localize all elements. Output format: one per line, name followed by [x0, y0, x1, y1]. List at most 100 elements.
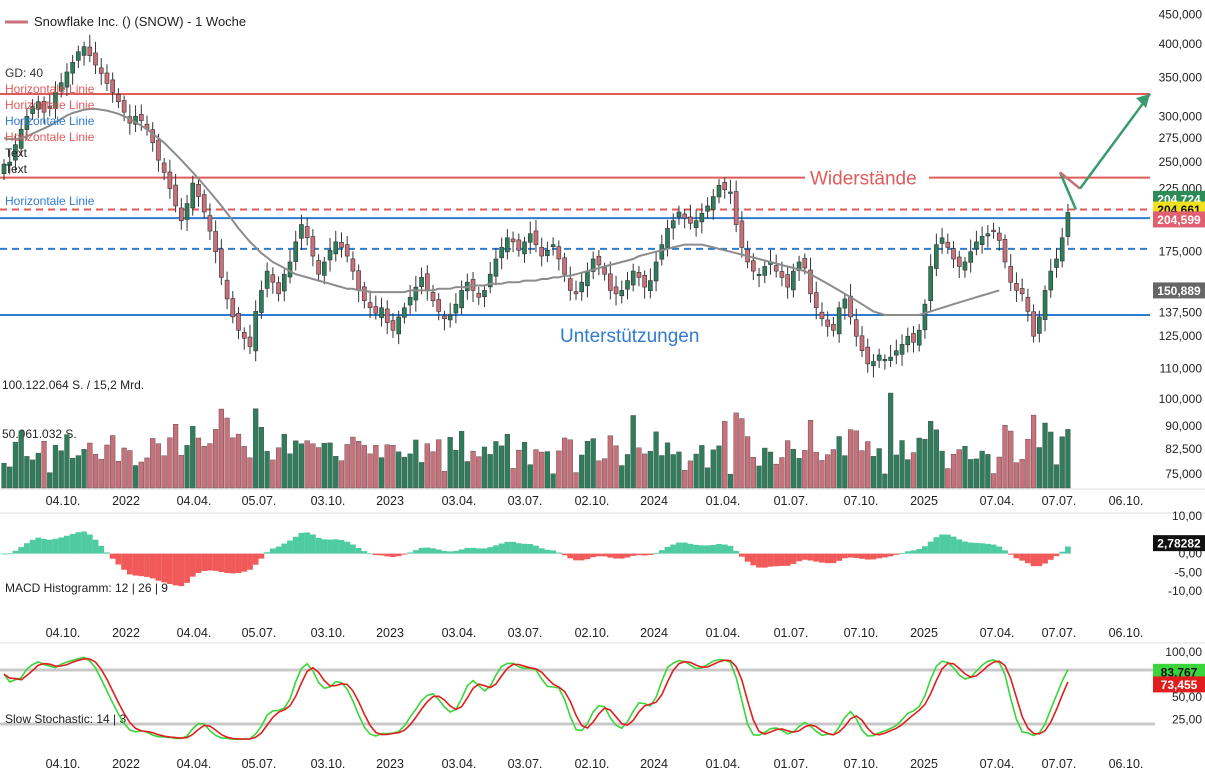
macd-bar: [647, 553, 654, 555]
x-axis-label: 2023: [376, 494, 404, 508]
volume-bar: [459, 431, 465, 489]
volume-bar: [767, 451, 774, 489]
macd-bar: [229, 553, 236, 574]
macd-bar: [744, 553, 751, 562]
support-annotation: Unterstützungen: [560, 326, 699, 347]
volume-bar: [779, 457, 785, 489]
volume-bar: [659, 455, 665, 489]
volume-bar: [190, 426, 196, 489]
macd-bar: [1065, 546, 1071, 554]
candle-body: [739, 220, 745, 248]
candle-body: [362, 286, 367, 301]
volume-bar: [859, 450, 865, 489]
x-axis-label: 2025: [910, 494, 938, 508]
x-axis-label: 07.10.: [844, 626, 879, 640]
projection-arrow: [1078, 93, 1152, 190]
volume-bar: [396, 451, 402, 489]
volume-bar: [819, 460, 825, 489]
volume-bar: [664, 442, 671, 489]
candle-body: [259, 290, 264, 313]
macd-bar: [258, 553, 265, 559]
candle-body: [751, 260, 756, 272]
macd-bar: [607, 553, 614, 558]
volume-bar: [384, 444, 390, 489]
volume-bar: [762, 447, 768, 489]
macd-bar: [841, 553, 848, 559]
volume-bar: [687, 460, 694, 489]
candle-body: [270, 274, 276, 283]
x-axis-label: 07.04.: [980, 626, 1015, 640]
x-axis-label: 07.04.: [980, 757, 1015, 771]
candle-body: [224, 279, 230, 300]
macd-bar: [1053, 553, 1060, 557]
candle-body: [173, 184, 178, 207]
macd-bar: [687, 543, 694, 554]
volume-bar: [785, 440, 791, 489]
candle-body: [642, 275, 647, 288]
price-badge: [1153, 211, 1205, 228]
candle-body: [293, 241, 299, 262]
macd-bar: [630, 553, 637, 556]
candle-body: [945, 241, 951, 248]
volume-bar: [1008, 430, 1014, 489]
candle-body: [190, 182, 196, 209]
candle-body: [493, 258, 499, 277]
macd-bar: [876, 553, 883, 559]
x-axis-label: 03.04.: [442, 494, 477, 508]
price-tick-label: 350,000: [1159, 71, 1203, 85]
stoch-slow-badge: [1153, 676, 1205, 693]
macd-bar: [138, 553, 145, 577]
macd-bar: [458, 549, 465, 554]
volume-bar: [956, 449, 962, 489]
macd-bar: [653, 553, 659, 554]
candle-body: [562, 257, 567, 275]
macd-bar: [555, 552, 562, 554]
macd-bar: [121, 553, 128, 570]
x-axis-label: 2024: [640, 626, 668, 640]
candle-body: [138, 114, 144, 121]
macd-bar: [475, 548, 482, 554]
macd-bar: [636, 553, 642, 556]
volume-bar: [613, 445, 619, 489]
candle-body: [585, 270, 590, 287]
volume-bar: [447, 437, 453, 489]
macd-bar: [1007, 553, 1014, 555]
price-tick-label: 250,000: [1159, 155, 1203, 169]
volume-bar: [356, 441, 362, 489]
candle-body: [30, 106, 35, 114]
macd-bar: [979, 543, 986, 554]
volume-bar: [253, 408, 259, 489]
macd-bar: [618, 553, 625, 559]
x-axis-label: 04.04.: [177, 757, 212, 771]
volume-bar: [979, 450, 985, 489]
volume-bar: [430, 451, 436, 489]
volume-bar: [18, 430, 24, 489]
candle-body: [407, 296, 413, 306]
volume-bar: [499, 445, 505, 489]
chart-title: Snowflake Inc. () (SNOW) - 1 Woche: [34, 14, 246, 29]
macd-bar: [315, 537, 322, 554]
volume-bar: [996, 456, 1002, 489]
x-axis-label: 2022: [112, 757, 140, 771]
macd-bar: [424, 547, 431, 554]
macd-bar: [984, 543, 991, 554]
candle-body: [47, 106, 53, 109]
macd-bar: [115, 553, 122, 565]
volume-max-label: 100.122.064 S. / 15,2 Mrd.: [2, 378, 144, 392]
volume-bar: [161, 455, 167, 489]
overlay-label: Horizontale Linie: [5, 82, 95, 96]
volume-tick-label: 75,000: [1165, 467, 1202, 481]
volume-tick-label: 90,000: [1165, 419, 1202, 433]
macd-bar: [350, 544, 356, 554]
stoch-tick-label: 25,00: [1172, 713, 1202, 727]
candle-body: [379, 307, 384, 318]
price-tick-label: 125,000: [1159, 329, 1203, 343]
x-axis-label: 04.04.: [177, 494, 212, 508]
x-axis-label: 2022: [112, 626, 140, 640]
candle-body: [424, 273, 430, 291]
candle-body: [922, 303, 928, 331]
candle-body: [808, 269, 813, 295]
candle-body: [722, 182, 728, 191]
macd-bar: [58, 537, 65, 554]
